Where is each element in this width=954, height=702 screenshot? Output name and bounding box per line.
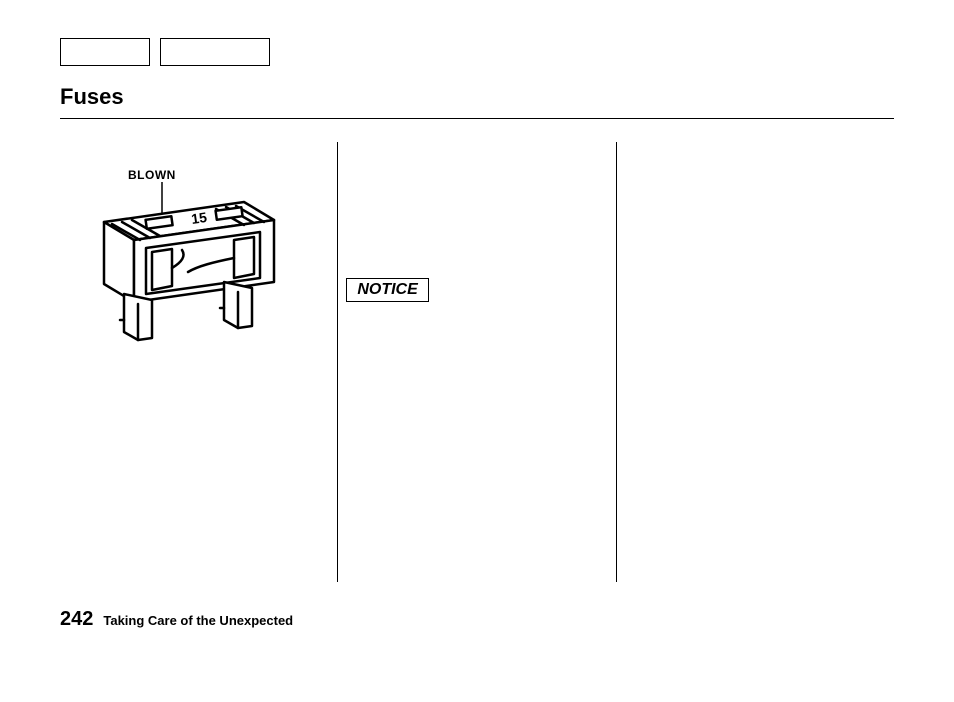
horizontal-rule bbox=[60, 118, 894, 119]
fuse-diagram: 15 bbox=[74, 182, 314, 362]
fuse-number-text: 15 bbox=[190, 209, 208, 227]
column-1: BLOWN bbox=[60, 142, 338, 582]
footer-chapter: Taking Care of the Unexpected bbox=[103, 613, 293, 628]
columns: BLOWN bbox=[60, 142, 894, 582]
notice-label: NOTICE bbox=[357, 281, 417, 298]
top-box-1 bbox=[60, 38, 150, 66]
section-title: Fuses bbox=[60, 84, 124, 110]
page-number: 242 bbox=[60, 608, 93, 631]
top-box-2 bbox=[160, 38, 270, 66]
page: Fuses BLOWN bbox=[0, 0, 954, 702]
column-3 bbox=[617, 142, 894, 582]
top-box-row bbox=[60, 38, 270, 66]
blown-label: BLOWN bbox=[128, 168, 176, 182]
notice-box: NOTICE bbox=[346, 278, 428, 302]
column-2: NOTICE bbox=[338, 142, 616, 582]
page-footer: 242 Taking Care of the Unexpected bbox=[60, 608, 293, 631]
